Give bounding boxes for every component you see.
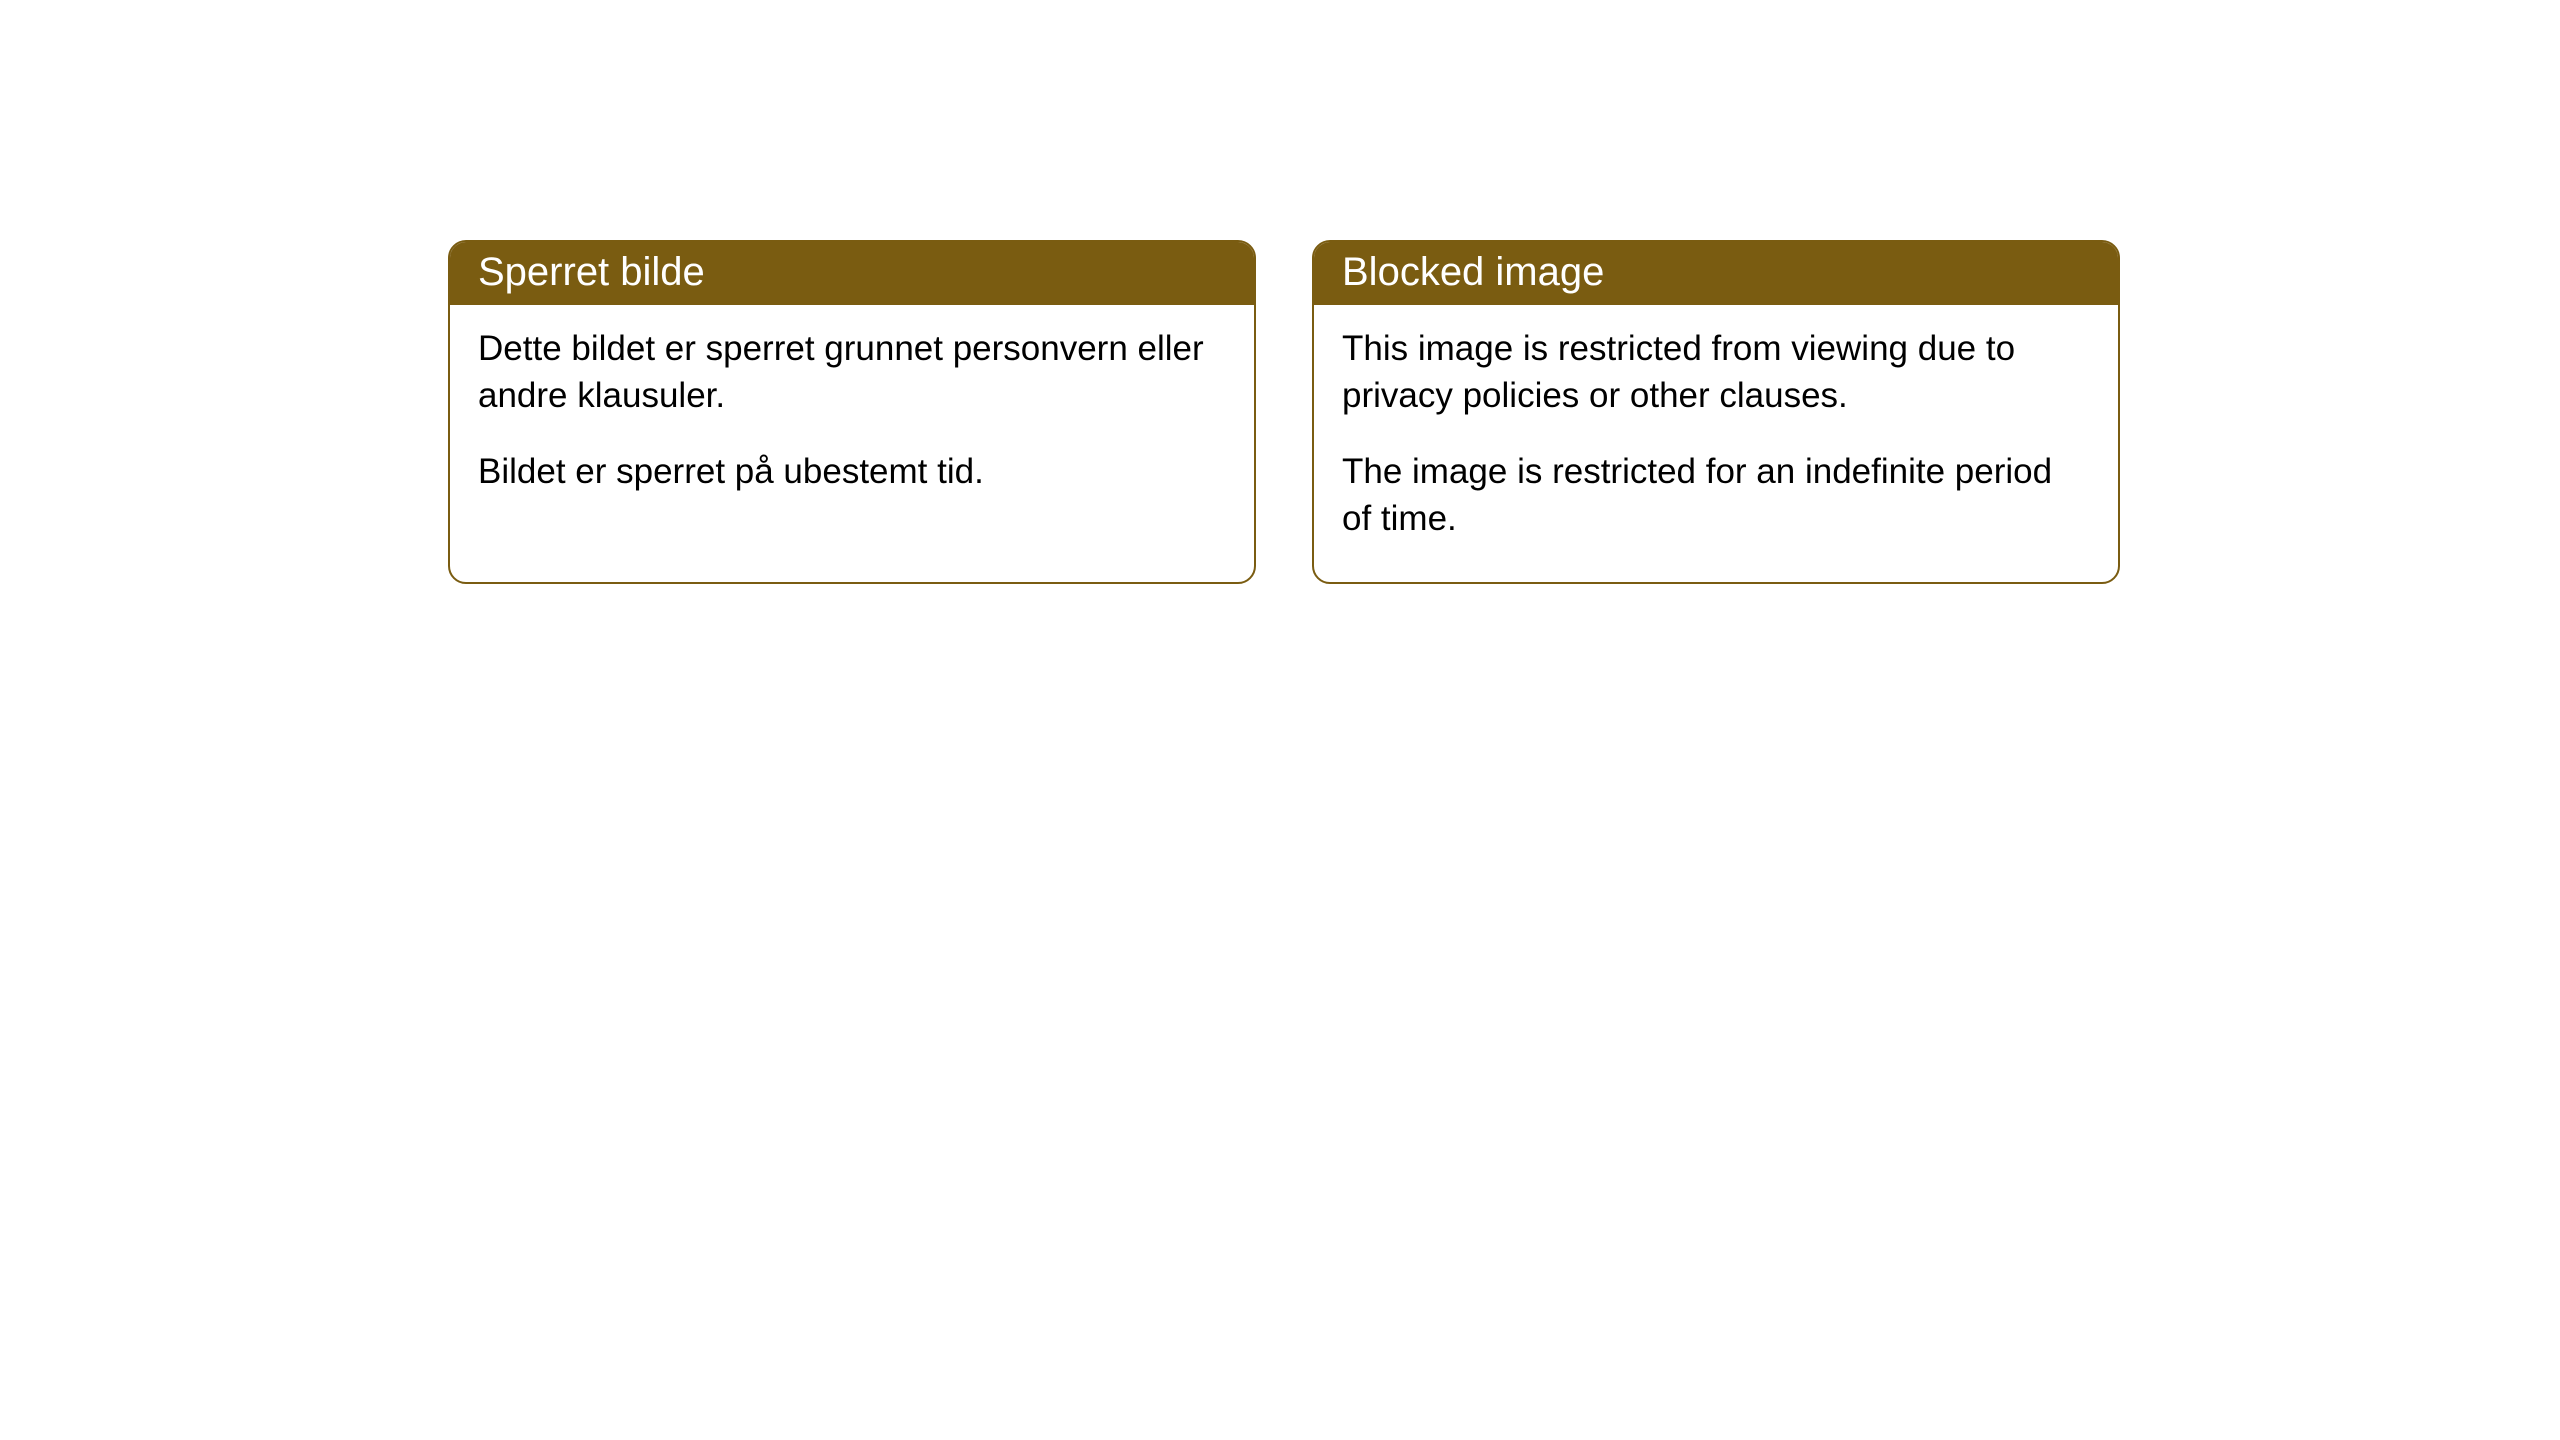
card-paragraph-2: Bildet er sperret på ubestemt tid. (478, 448, 1226, 495)
card-paragraph-2: The image is restricted for an indefinit… (1342, 448, 2090, 543)
card-body-english: This image is restricted from viewing du… (1314, 305, 2118, 582)
blocked-image-card-norwegian: Sperret bilde Dette bildet er sperret gr… (448, 240, 1256, 584)
card-paragraph-1: Dette bildet er sperret grunnet personve… (478, 325, 1226, 420)
card-body-norwegian: Dette bildet er sperret grunnet personve… (450, 305, 1254, 535)
blocked-image-card-english: Blocked image This image is restricted f… (1312, 240, 2120, 584)
card-header-norwegian: Sperret bilde (450, 242, 1254, 305)
card-paragraph-1: This image is restricted from viewing du… (1342, 325, 2090, 420)
card-header-english: Blocked image (1314, 242, 2118, 305)
notice-container: Sperret bilde Dette bildet er sperret gr… (448, 240, 2120, 584)
